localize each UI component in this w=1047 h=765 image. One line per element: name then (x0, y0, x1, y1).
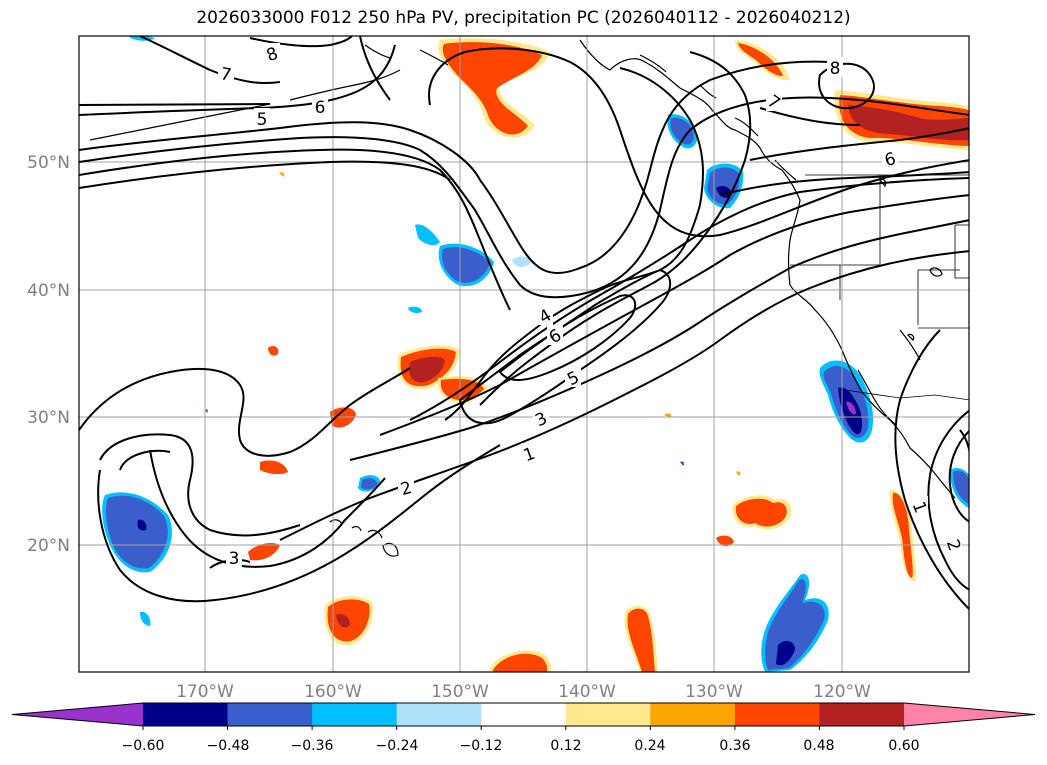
colorbar-extension-min (12, 703, 143, 726)
colorbar-segment (481, 703, 567, 726)
contour-label-halos (218, 43, 962, 567)
contour-label-6-nw: 6 (315, 98, 326, 118)
colorbar-tick-label: −0.60 (122, 738, 165, 754)
map-title: 2026033000 F012 250 hPa PV, precipitatio… (196, 8, 851, 28)
lon-label-140w: 140°W (558, 682, 616, 702)
colorbar-tick-label: −0.36 (291, 738, 334, 754)
lon-label-170w: 170°W (176, 682, 234, 702)
political-borders (790, 174, 969, 401)
latitude-labels: 50°N 40°N 30°N 20°N (27, 153, 70, 556)
contour-labels: 8 7 6 5 7 8 6 4 6 5 3 1 2 3 1 2 (219, 44, 965, 569)
colorbar-segment (565, 703, 651, 726)
colorbar-tick-label: −0.48 (207, 738, 250, 754)
contour-label-6-ne: 6 (882, 149, 898, 171)
colorbar-tick-label: 0.60 (888, 738, 919, 754)
lon-label-130w: 130°W (685, 682, 743, 702)
colorbar-tick-labels: −0.60 −0.48 −0.36 −0.24 −0.12 0.12 0.24 … (122, 738, 920, 754)
lon-label-120w: 120°W (813, 682, 871, 702)
colorbar-segment (819, 703, 905, 726)
gridlines (79, 36, 969, 672)
contour-label-7-nw: 7 (219, 64, 233, 86)
lat-label-50n: 50°N (27, 153, 70, 173)
colorbar-tick-label: 0.24 (634, 738, 665, 754)
colorbar-segment (312, 703, 398, 726)
contour-label-3-sw: 3 (229, 549, 240, 569)
colorbar-segments (11, 702, 1036, 730)
lat-label-30n: 30°N (27, 408, 70, 428)
colorbar-tick-label: 0.36 (719, 738, 750, 754)
colorbar-tick-label: 0.12 (550, 738, 581, 754)
lon-label-160w: 160°W (304, 682, 362, 702)
colorbar-segment (650, 703, 736, 726)
longitude-labels: 170°W 160°W 150°W 140°W 130°W 120°W (176, 682, 871, 702)
colorbar-tick-label: −0.24 (376, 738, 419, 754)
lat-label-20n: 20°N (27, 536, 70, 556)
colorbar-extension-max (904, 703, 1035, 726)
colorbar: −0.60 −0.48 −0.36 −0.24 −0.12 0.12 0.24 … (11, 702, 1036, 754)
colorbar-tick-label: −0.12 (460, 738, 503, 754)
pv-contours (79, 36, 969, 611)
colorbar-segment (396, 703, 482, 726)
lon-label-150w: 150°W (431, 682, 489, 702)
colorbar-segment (143, 703, 229, 726)
colorbar-tick-label: 0.48 (803, 738, 834, 754)
map-frame (78, 35, 970, 673)
colorbar-segment (227, 703, 313, 726)
lat-label-40n: 40°N (27, 281, 70, 301)
colorbar-segment (734, 703, 820, 726)
contour-label-2-center: 2 (398, 478, 414, 500)
contour-label-8-ne: 8 (830, 59, 841, 79)
contour-label-5-nw: 5 (257, 110, 268, 130)
